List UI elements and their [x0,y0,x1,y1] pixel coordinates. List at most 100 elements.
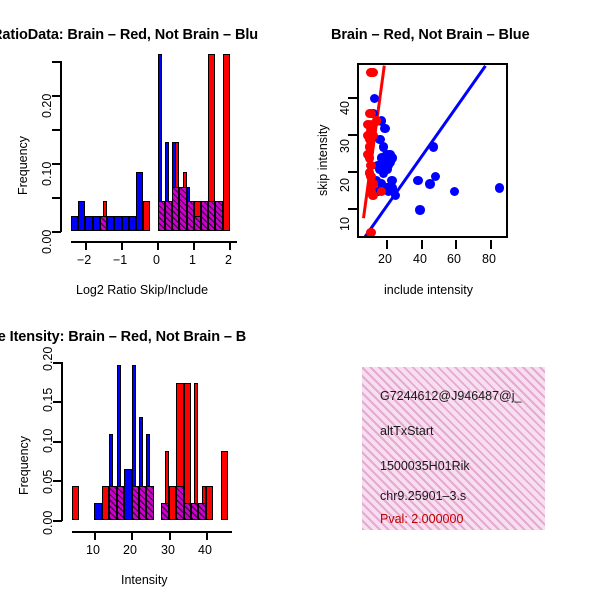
scatter-point [366,171,376,182]
scatter-point [380,123,390,134]
histogram-bar [131,486,139,520]
scatter-point [366,160,376,171]
histogram-bar [161,502,169,520]
scatter-ytick-10: 10 [338,217,352,231]
scatter-point [378,142,389,152]
scatter-point [376,186,387,197]
histogram-bar [176,486,184,520]
scatter-xtick-mark [455,240,457,249]
scatter-point [366,123,376,134]
histogram-bar [183,382,192,520]
scatter-point [364,142,375,152]
ratio-hist-xtick-mark [193,241,195,250]
panel-ratio-histogram: RatioData: Brain – Red, Not Brain – Blu … [0,0,300,305]
ratio-hist-xtick-1: 1 [189,253,196,267]
ratio-hist-xtick-0: 0 [153,253,160,267]
intensity-hist-yaxis [61,362,64,521]
histogram-bar [101,486,110,520]
histogram-bar [128,216,136,231]
scatter-title: Brain – Red, Not Brain – Blue [331,27,530,43]
scatter-xtick-80: 80 [482,252,496,266]
scatter-point [494,183,505,193]
ratio-hist-ytick-mark [52,61,61,63]
histogram-bar [94,502,102,520]
histogram-bar [124,468,132,520]
histogram-bar [183,502,192,520]
histogram-bar [222,53,230,231]
ratio-hist-xtick-mark [85,241,87,250]
histogram-bar [164,201,173,231]
scatter-point [430,171,441,182]
scatter-point [387,153,397,163]
ratio-hist-xtick-mark [229,241,231,250]
scatter-point [387,175,397,186]
histogram-bar [172,186,180,231]
scatter-point [415,205,425,215]
intensity-hist-ytick-mark [53,401,62,403]
histogram-bar [198,502,206,520]
ratio-hist-xtick--2: −2 [77,253,92,267]
intensity-hist-ytick-mark [53,362,62,364]
scatter-point [425,179,435,189]
histogram-bar [220,451,229,520]
ratio-hist-yaxis [60,61,63,232]
scatter-ytick-40: 40 [338,101,352,115]
histogram-bar [72,486,80,520]
scatter-point [368,179,378,189]
intensity-hist-xtick-mark [169,531,171,540]
scatter-xtick-mark [490,240,492,249]
panel-intensity-histogram: ne Itensity: Brain – Red, Not Brain – B … [0,305,300,600]
info-line: altTxStart [380,424,434,438]
intensity-hist-xlabel: Intensity [121,573,168,587]
ratio-hist-xtick-mark [157,241,159,250]
scatter-xtick-60: 60 [447,252,461,266]
scatter-point [364,153,375,163]
scatter-point [449,186,460,197]
histogram-bar [194,382,199,520]
intensity-hist-plot-area [0,305,300,537]
intensity-hist-xtick-mark [94,531,96,540]
scatter-xtick-mark [421,240,423,249]
intensity-hist-ytick-mark [53,520,62,522]
ratio-hist-title: RatioData: Brain – Red, Not Brain – Blu [0,27,258,43]
histogram-bar [121,216,129,231]
histogram-bar [205,486,214,520]
histogram-bar [191,502,199,520]
ratio-hist-xaxis [71,241,237,244]
scatter-xtick-40: 40 [413,252,427,266]
histogram-bar [138,486,147,520]
histogram-bar [107,216,115,231]
scatter-point [375,134,385,145]
histogram-bar [143,201,151,231]
scatter-point [368,130,378,141]
ratio-hist-ytick-mark [52,231,61,233]
histogram-bar [114,216,122,231]
histogram-bar [146,486,154,520]
info-line: chr9.25901–3.s [380,489,467,503]
ratio-hist-xtick-2: 2 [225,253,232,267]
scatter-ylabel: skip intensity [316,124,330,196]
histogram-bar [116,486,125,520]
scatter-plot-area [357,63,508,238]
scatter-point [383,186,394,197]
info-line: G7244612@J946487@j_ [380,389,522,403]
histogram-bar [92,216,100,231]
scatter-ytick-mark [348,171,357,173]
panel-intensity-scatter: Brain – Red, Not Brain – Blue skip inten… [300,0,600,305]
scatter-xlabel: include intensity [384,283,473,297]
scatter-ytick-mark [348,134,357,136]
intensity-hist-xtick-30: 30 [161,543,175,557]
histogram-bar [78,201,86,231]
intensity-hist-xtick-20: 20 [123,543,137,557]
scatter-point [366,227,376,236]
intensity-hist-xtick-mark [131,531,133,540]
scatter-point [371,116,382,126]
ratio-hist-xtick-mark [121,241,123,250]
scatter-ytick-mark [348,208,357,210]
histogram-bar [193,216,201,231]
histogram-bar [215,201,223,231]
ratio-hist-ytick-mark [52,163,61,165]
ratio-hist-xtick--1: −1 [113,253,128,267]
intensity-hist-ytick-mark [53,441,62,443]
intensity-hist-ytick-mark [53,480,62,482]
